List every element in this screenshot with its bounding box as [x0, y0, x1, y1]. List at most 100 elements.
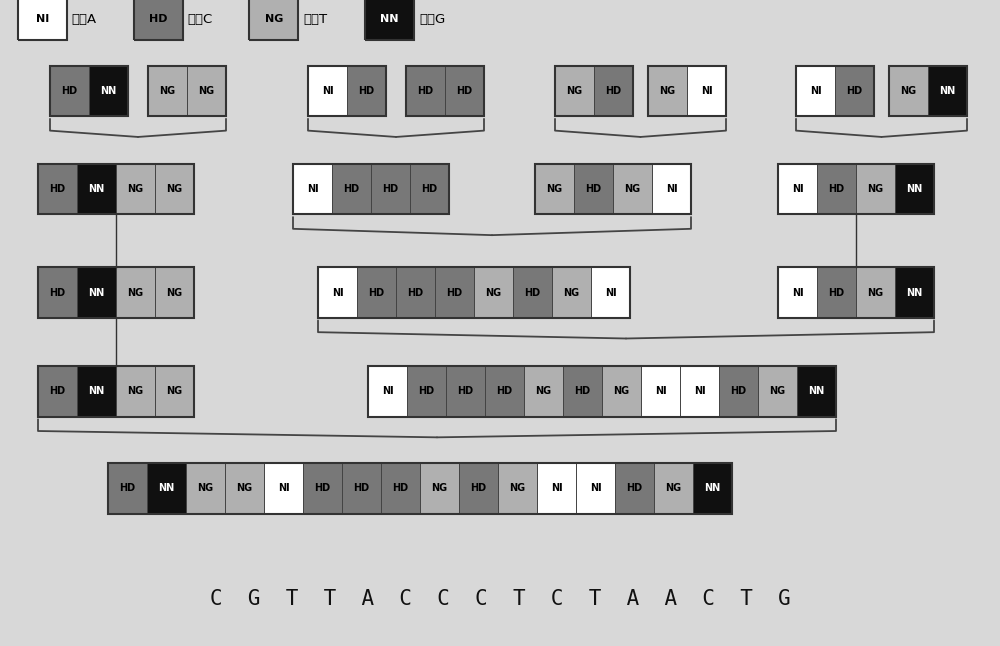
Text: C  G  T  T  A  C  C  C  T  C  T  A  A  C  T  G: C G T T A C C C T C T A A C T G	[210, 590, 790, 609]
Text: HD: HD	[828, 287, 845, 298]
Bar	[148, 66, 226, 116]
Text: NN: NN	[88, 184, 105, 194]
Bar	[594, 66, 633, 116]
Text: 识别T: 识别T	[303, 13, 327, 26]
Text: NG: NG	[166, 287, 183, 298]
Text: HD: HD	[421, 184, 438, 194]
Bar	[406, 66, 445, 116]
Bar	[513, 267, 552, 318]
Text: NG: NG	[485, 287, 502, 298]
Text: NG: NG	[265, 14, 283, 25]
Bar	[108, 463, 147, 514]
Text: 识别G: 识别G	[419, 13, 445, 26]
Bar	[563, 366, 602, 417]
Bar	[693, 463, 732, 514]
Bar	[225, 463, 264, 514]
Text: NI: NI	[666, 184, 677, 194]
Bar	[264, 463, 303, 514]
Bar	[396, 267, 435, 318]
Bar	[680, 366, 719, 417]
Text: NG: NG	[166, 184, 183, 194]
Text: NI: NI	[332, 287, 343, 298]
Bar	[308, 66, 347, 116]
Bar	[796, 66, 835, 116]
Bar	[796, 66, 874, 116]
Bar	[407, 366, 446, 417]
Text: HD: HD	[585, 184, 602, 194]
Bar	[410, 164, 449, 214]
Text: NN: NN	[906, 184, 923, 194]
Bar	[187, 66, 226, 116]
Text: NG: NG	[867, 287, 884, 298]
Bar	[687, 66, 726, 116]
Bar	[148, 66, 187, 116]
Bar	[365, 0, 414, 40]
Bar	[357, 267, 396, 318]
Text: NG: NG	[613, 386, 630, 397]
Text: NN: NN	[100, 86, 117, 96]
Text: NG: NG	[563, 287, 580, 298]
Bar	[365, 0, 414, 40]
Bar	[368, 366, 836, 417]
Text: NI: NI	[792, 287, 803, 298]
Text: 识别C: 识别C	[188, 13, 213, 26]
Text: HD: HD	[846, 86, 863, 96]
Bar	[38, 164, 194, 214]
Bar	[116, 164, 155, 214]
Text: NN: NN	[808, 386, 825, 397]
Bar	[778, 267, 934, 318]
Bar	[50, 66, 128, 116]
Bar	[555, 66, 594, 116]
Bar	[445, 66, 484, 116]
Bar	[446, 366, 485, 417]
Bar	[38, 164, 77, 214]
Bar	[18, 0, 67, 40]
Bar	[574, 164, 613, 214]
Text: HD: HD	[358, 86, 375, 96]
Text: NN: NN	[906, 287, 923, 298]
Bar	[18, 0, 67, 40]
Bar	[928, 66, 967, 116]
Bar	[817, 164, 856, 214]
Text: HD: HD	[61, 86, 78, 96]
Bar	[38, 267, 77, 318]
Bar	[552, 267, 591, 318]
Text: NG: NG	[127, 184, 144, 194]
Bar	[459, 463, 498, 514]
Text: NG: NG	[769, 386, 786, 397]
Text: HD: HD	[149, 14, 167, 25]
Text: NG: NG	[159, 86, 176, 96]
Bar	[147, 463, 186, 514]
Text: HD: HD	[730, 386, 747, 397]
Bar	[641, 366, 680, 417]
Bar	[835, 66, 874, 116]
Bar	[116, 366, 155, 417]
Bar	[50, 66, 89, 116]
Bar	[318, 267, 630, 318]
Text: NG: NG	[127, 287, 144, 298]
Text: NI: NI	[792, 184, 803, 194]
Bar	[371, 164, 410, 214]
Text: HD: HD	[828, 184, 845, 194]
Text: NG: NG	[198, 86, 215, 96]
Bar	[38, 366, 77, 417]
Bar	[613, 164, 652, 214]
Text: HD: HD	[119, 483, 136, 494]
Text: NG: NG	[624, 184, 641, 194]
Bar	[38, 267, 194, 318]
Text: HD: HD	[368, 287, 385, 298]
Bar	[555, 66, 633, 116]
Text: HD: HD	[417, 86, 434, 96]
Bar	[77, 366, 116, 417]
Text: HD: HD	[343, 184, 360, 194]
Text: 识别A: 识别A	[72, 13, 97, 26]
Text: NG: NG	[431, 483, 448, 494]
Bar	[758, 366, 797, 417]
Bar	[602, 366, 641, 417]
Bar	[654, 463, 693, 514]
Bar	[420, 463, 459, 514]
Text: HD: HD	[353, 483, 370, 494]
Text: HD: HD	[524, 287, 541, 298]
Bar	[537, 463, 576, 514]
Bar	[89, 66, 128, 116]
